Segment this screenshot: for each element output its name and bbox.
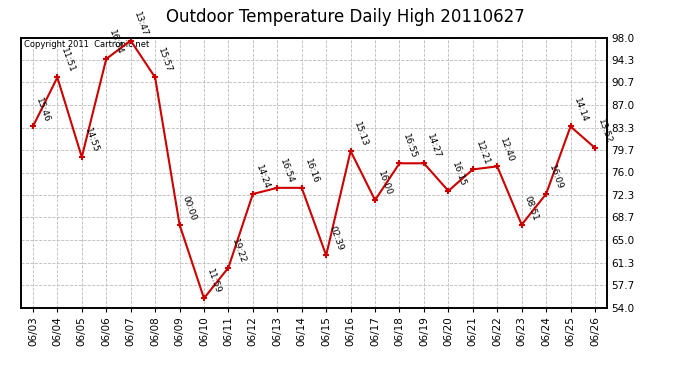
Text: 12:40: 12:40 [498,136,515,163]
Text: 12:21: 12:21 [474,139,491,166]
Text: 15:46: 15:46 [34,96,51,123]
Text: 16:55: 16:55 [401,133,418,160]
Text: 16:16: 16:16 [303,158,320,185]
Text: 02:39: 02:39 [327,225,344,252]
Text: 15:13: 15:13 [352,120,369,148]
Text: 14:27: 14:27 [425,133,442,160]
Text: 16:09: 16:09 [547,164,564,191]
Text: 14:24: 14:24 [254,164,271,191]
Text: 16:00: 16:00 [376,170,393,197]
Text: Copyright 2011  Cartronic.net: Copyright 2011 Cartronic.net [23,40,149,49]
Text: 08:51: 08:51 [523,194,540,222]
Text: 11:51: 11:51 [59,47,76,74]
Text: 14:55: 14:55 [83,127,100,154]
Text: 13:52: 13:52 [596,118,613,145]
Text: 16:54: 16:54 [108,28,125,56]
Text: 14:14: 14:14 [572,96,589,123]
Text: 11:59: 11:59 [205,268,222,295]
Text: 15:57: 15:57 [157,47,174,74]
Text: 16:54: 16:54 [279,158,296,185]
Text: 19:22: 19:22 [230,237,247,264]
Text: 00:00: 00:00 [181,194,198,222]
Text: 13:47: 13:47 [132,10,149,38]
Text: 16:15: 16:15 [450,160,467,188]
Text: Outdoor Temperature Daily High 20110627: Outdoor Temperature Daily High 20110627 [166,8,524,26]
